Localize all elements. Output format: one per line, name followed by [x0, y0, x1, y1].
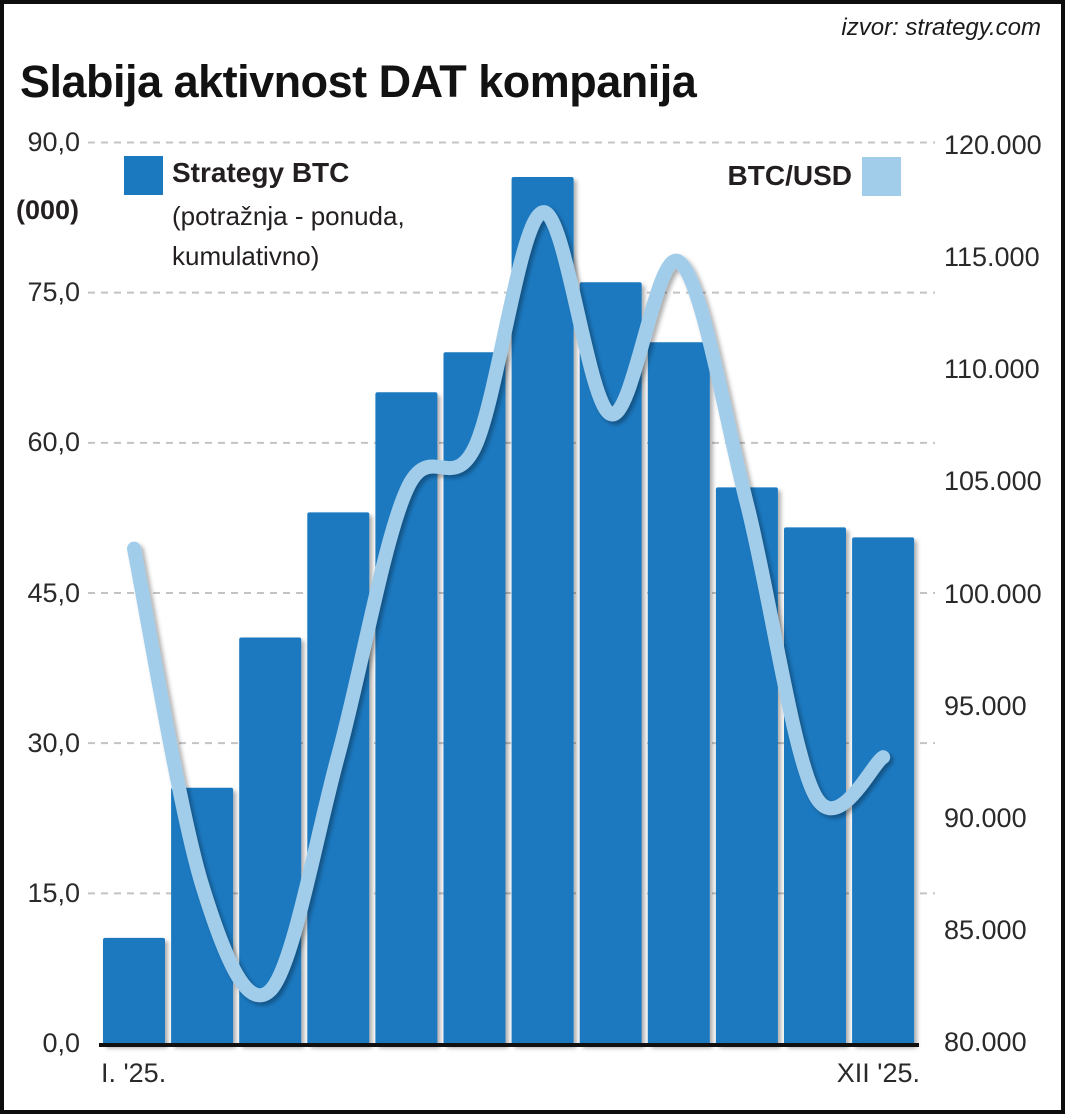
x-axis-last-label: XII '25.	[836, 1058, 920, 1088]
right-axis-tick-label: 105.000	[944, 466, 1042, 497]
bar-series-sublabel-2: kumulativno)	[172, 241, 320, 271]
bar	[511, 177, 574, 1045]
line-series-swatch	[862, 157, 901, 196]
left-axis-tick-label: 0,0	[42, 1028, 80, 1058]
right-axis-tick-label: 120.000	[944, 130, 1042, 160]
bar-series	[103, 177, 915, 1045]
left-axis-unit-label: (000)	[16, 195, 80, 225]
bar	[852, 537, 915, 1045]
bar	[103, 937, 165, 1045]
left-axis-tick-label: 15,0	[27, 877, 80, 908]
bar	[647, 342, 710, 1045]
right-axis-tick-label: 110.000	[944, 354, 1040, 385]
line-series-label: BTC/USD	[727, 160, 852, 191]
bar-series-swatch	[124, 156, 163, 195]
btc-usd-line	[127, 205, 891, 1003]
right-axis-tick-label: 95.000	[944, 690, 1027, 721]
left-axis-tick-label: 30,0	[27, 727, 80, 758]
left-axis-tick-label: 75,0	[27, 277, 80, 308]
bar	[443, 352, 506, 1045]
left-axis-tick-label: 90,0	[27, 127, 80, 157]
bar-series-label: Strategy BTC	[172, 157, 350, 188]
source-credit: izvor: strategy.com	[841, 14, 1041, 41]
right-axis-tick-label: 100.000	[944, 578, 1042, 609]
bar	[579, 282, 642, 1045]
right-axis-tick-label: 115.000	[944, 242, 1040, 273]
right-axis-tick-label: 85.000	[944, 914, 1027, 945]
page-title: Slabija aktivnost DAT kompanija	[20, 56, 697, 107]
left-axis-tick-label: 45,0	[27, 577, 80, 608]
right-axis-tick-label: 80.000	[944, 1027, 1027, 1057]
bar-series-sublabel-1: (potražnja - ponuda,	[172, 201, 405, 231]
x-axis-first-label: I. '25.	[101, 1058, 167, 1088]
bar	[715, 487, 778, 1045]
left-axis-tick-label: 60,0	[27, 427, 80, 458]
right-axis-tick-label: 90.000	[944, 802, 1027, 833]
